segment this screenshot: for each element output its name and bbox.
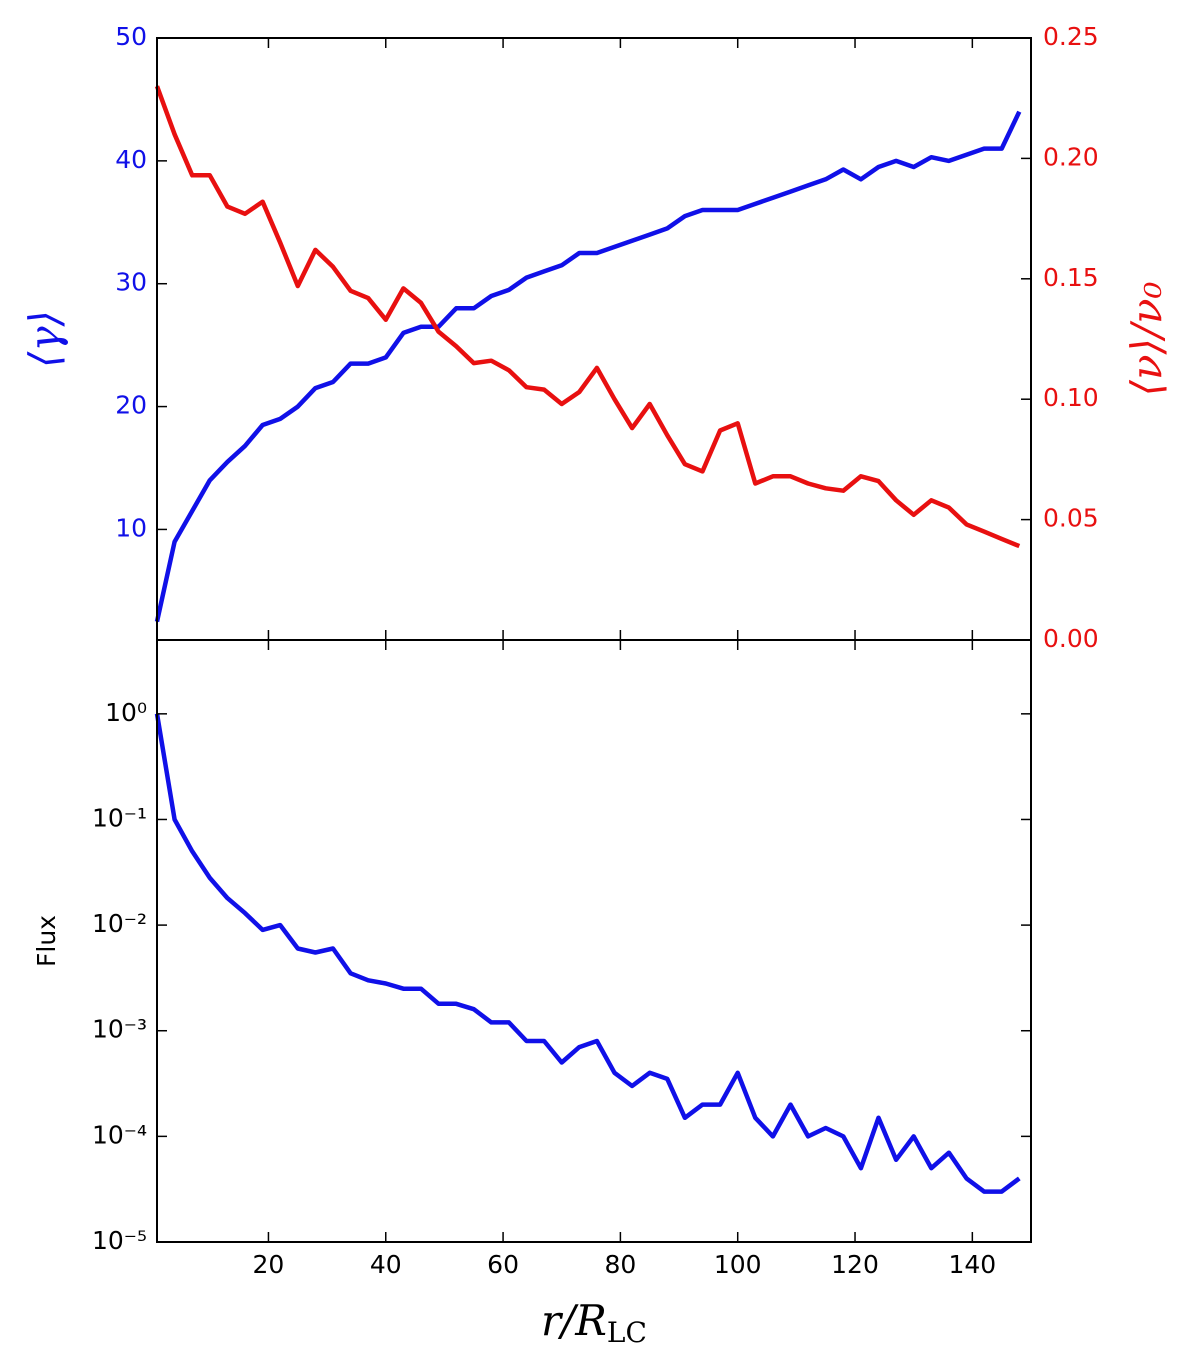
x-tick-label: 40 — [370, 1250, 402, 1279]
y-tick-label: 50 — [115, 22, 147, 51]
y-axis-label: ⟨γ⟩ — [20, 310, 69, 368]
x-tick-label: 60 — [487, 1250, 519, 1279]
y-tick-label: 10 — [115, 513, 147, 542]
x-tick-label: 140 — [948, 1250, 996, 1279]
y2-tick-label: 0.25 — [1043, 22, 1099, 51]
y-tick-label: 10⁻² — [92, 909, 147, 938]
y-tick-label: 10⁻⁴ — [92, 1120, 147, 1149]
y2-axis-label: ⟨ν⟩/ν₀ — [1122, 281, 1171, 396]
plot-frame — [156, 37, 1032, 641]
x-axis-label-main: r/R — [541, 1296, 607, 1345]
plot-frame — [156, 639, 1032, 1243]
y2-tick-label: 0.10 — [1043, 383, 1099, 412]
y2-tick-label: 0.15 — [1043, 263, 1099, 292]
y-tick-label: 30 — [115, 268, 147, 297]
y-tick-label: 10⁻³ — [92, 1015, 147, 1044]
y-tick-label: 10⁻¹ — [92, 803, 147, 832]
y2-tick-label: 0.20 — [1043, 142, 1099, 171]
y2-tick-label: 0.05 — [1043, 504, 1099, 533]
x-tick-label: 20 — [253, 1250, 285, 1279]
y2-tick-label: 0.00 — [1043, 624, 1099, 653]
data-line — [154, 85, 1021, 549]
y-tick-label: 10⁰ — [105, 698, 147, 727]
x-tick-label: 100 — [714, 1250, 762, 1279]
x-axis-label-sub: LC — [607, 1316, 647, 1349]
y-axis-label: Flux — [32, 915, 61, 967]
y-tick-label: 20 — [115, 391, 147, 420]
data-line — [154, 713, 1021, 1194]
y-tick-label: 40 — [115, 145, 147, 174]
x-tick-label: 80 — [604, 1250, 636, 1279]
x-axis-label: r/RLC — [541, 1296, 647, 1349]
x-tick-label: 120 — [831, 1250, 879, 1279]
data-line — [154, 110, 1022, 623]
y-tick-label: 10⁻⁵ — [92, 1226, 147, 1255]
